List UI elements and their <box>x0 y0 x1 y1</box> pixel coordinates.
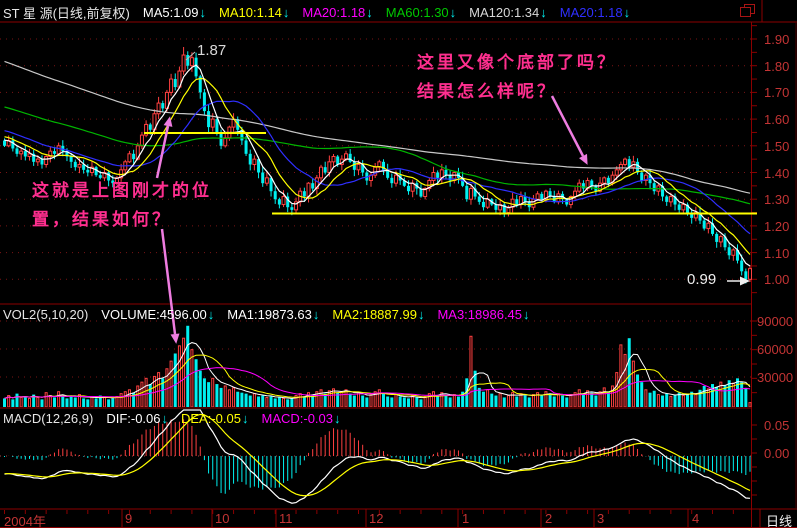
macd-legend: DIF:-0.06 ↓ DEA:-0.05 ↓ MACD:-0.03 ↓ <box>106 411 340 426</box>
ma-legend-item: MA10:1.14 ↓ <box>219 5 290 20</box>
volume-axis-label: 60000 <box>757 342 794 357</box>
ma-legend-item: MA5:1.09 ↓ <box>142 5 207 20</box>
month-label: 10 <box>215 511 230 526</box>
stock-title: ST 星 源(日线,前复权) <box>3 6 130 21</box>
month-label: 2 <box>545 511 553 526</box>
price-axis-label: 1.90 <box>764 32 790 47</box>
ma-legend-item: MA60:1.30 ↓ <box>385 5 457 20</box>
macd-legend-item: MACD:-0.03 ↓ <box>261 411 341 426</box>
ma-legend-item: MA20:1.18 ↓ <box>302 5 373 20</box>
month-label: 9 <box>125 511 133 526</box>
price-axis-label: 1.80 <box>764 58 790 74</box>
peak-price-label: 1.87 <box>197 42 227 59</box>
price-axis-label: 1.70 <box>764 85 790 101</box>
month-label: 11 <box>279 511 293 526</box>
annotation-bottom-question: 这里又像个底部了吗？ 结果怎么样呢？ <box>417 53 617 102</box>
volume-legend-item: MA1:19873.63 ↓ <box>227 307 320 322</box>
price-axis-label: 1.00 <box>764 272 790 288</box>
macd-header: MACD(12,26,9) DIF:-0.06 ↓ DEA:-0.05 ↓ MACD:-… <box>3 411 341 426</box>
month-label: 12 <box>369 511 384 526</box>
volume-legend-item: MA2:18887.99 ↓ <box>332 307 425 322</box>
period-selector[interactable]: 日线 <box>766 514 793 528</box>
price-axis-label: 1.50 <box>764 138 790 154</box>
volume-indicator-title: VOL2(5,10,20) <box>3 307 89 322</box>
macd-indicator-title: MACD(12,26,9) <box>3 411 94 426</box>
ma-legend: MA5:1.09 ↓ MA10:1.14 ↓ MA20:1.18 ↓ MA60:1.30 ↓ M… <box>143 5 630 20</box>
volume-header: VOL2(5,10,20) VOLUME:4596.00 ↓ MA1:19873.6… <box>3 307 530 322</box>
macd-legend-item: DIF:-0.06 ↓ <box>106 411 168 426</box>
volume-axis-label: 30000 <box>757 370 794 385</box>
window-restore-icon[interactable] <box>740 4 756 17</box>
price-axis-label: 1.30 <box>764 192 790 208</box>
ma-legend-item: MA20:1.18 ↓ <box>559 5 631 20</box>
month-label: 4 <box>692 511 700 526</box>
month-label: 3 <box>597 511 605 526</box>
macd-axis-label: 0.00 <box>764 446 790 461</box>
month-label: 2004年 <box>4 514 46 528</box>
volume-ma-legend: VOLUME:4596.00 ↓ MA1:19873.63 ↓ MA2:18887.99… <box>101 307 529 322</box>
price-axis-label: 1.40 <box>764 165 790 181</box>
price-axis-label: 1.10 <box>764 245 790 261</box>
macd-legend-item: DEA:-0.05 ↓ <box>181 411 249 426</box>
low-price-label: 0.99 <box>687 271 717 288</box>
volume-legend-item: VOLUME:4596.00 ↓ <box>101 307 215 322</box>
price-axis-label: 1.60 <box>764 112 790 128</box>
annotation-previous-position: 这就是上图刚才的位 置，结果如何？ <box>32 181 212 230</box>
price-axis-label: 1.20 <box>764 218 790 234</box>
ma-legend-item: MA120:1.34 ↓ <box>469 5 547 20</box>
macd-axis-label: 0.05 <box>764 418 790 433</box>
volume-axis-label: 90000 <box>757 314 794 329</box>
month-label: 1 <box>462 511 470 526</box>
volume-legend-item: MA3:18986.45 ↓ <box>437 307 530 322</box>
main-chart-header: ST 星 源(日线,前复权) MA5:1.09 ↓ MA10:1.14 ↓ MA20:1… <box>3 3 630 22</box>
